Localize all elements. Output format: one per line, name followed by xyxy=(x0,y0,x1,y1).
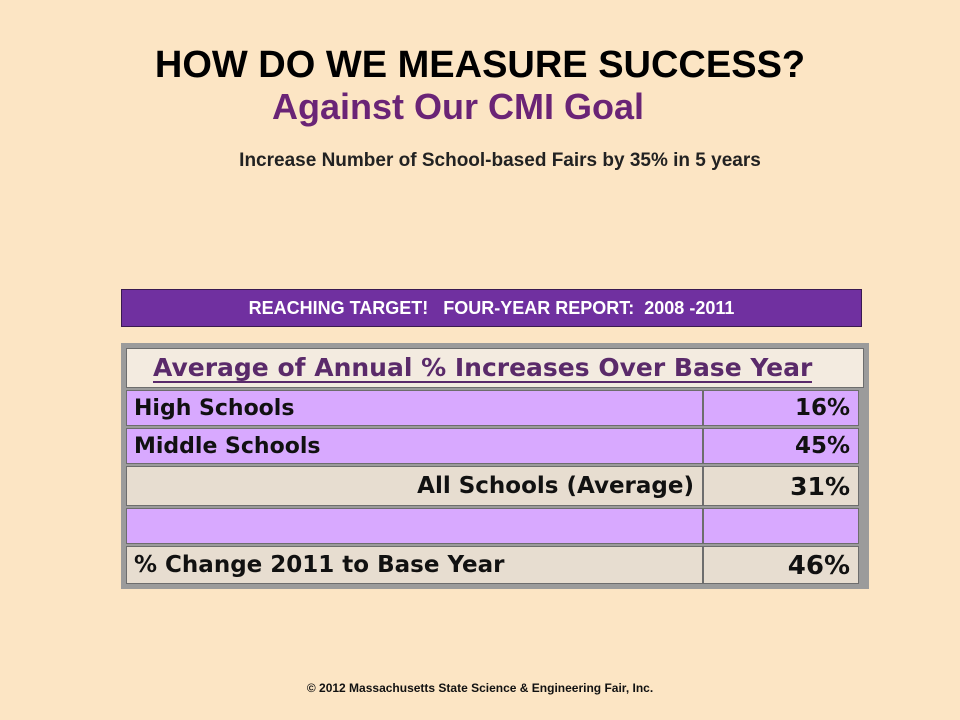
copyright-footer: © 2012 Massachusetts State Science & Eng… xyxy=(306,681,654,695)
slide-subtitle: Against Our CMI Goal xyxy=(272,86,645,127)
results-table: Average of Annual % Increases Over Base … xyxy=(121,343,869,589)
table-header-row: Average of Annual % Increases Over Base … xyxy=(126,348,864,388)
row-value: 31% xyxy=(703,466,859,506)
row-label xyxy=(126,508,703,544)
report-banner: REACHING TARGET! FOUR-YEAR REPORT: 2008 … xyxy=(121,289,862,327)
row-label: All Schools (Average) xyxy=(126,466,703,506)
goal-statement: Increase Number of School-based Fairs by… xyxy=(239,150,761,171)
row-label: % Change 2011 to Base Year xyxy=(126,546,703,584)
table-row: High Schools 16% xyxy=(126,390,864,426)
table-row: Middle Schools 45% xyxy=(126,428,864,464)
slide-title: HOW DO WE MEASURE SUCCESS? xyxy=(154,44,806,86)
row-label: Middle Schools xyxy=(126,428,703,464)
banner-text: REACHING TARGET! FOUR-YEAR REPORT: 2008 … xyxy=(248,297,735,318)
row-label: High Schools xyxy=(126,390,703,426)
table-row: All Schools (Average) 31% xyxy=(126,466,864,506)
table-header-cell: Average of Annual % Increases Over Base … xyxy=(126,348,864,388)
row-value xyxy=(703,508,859,544)
row-value: 45% xyxy=(703,428,859,464)
table-header-text: Average of Annual % Increases Over Base … xyxy=(153,352,813,383)
row-value: 46% xyxy=(703,546,859,584)
table-row: % Change 2011 to Base Year 46% xyxy=(126,546,864,584)
row-value: 16% xyxy=(703,390,859,426)
table-row xyxy=(126,508,864,544)
